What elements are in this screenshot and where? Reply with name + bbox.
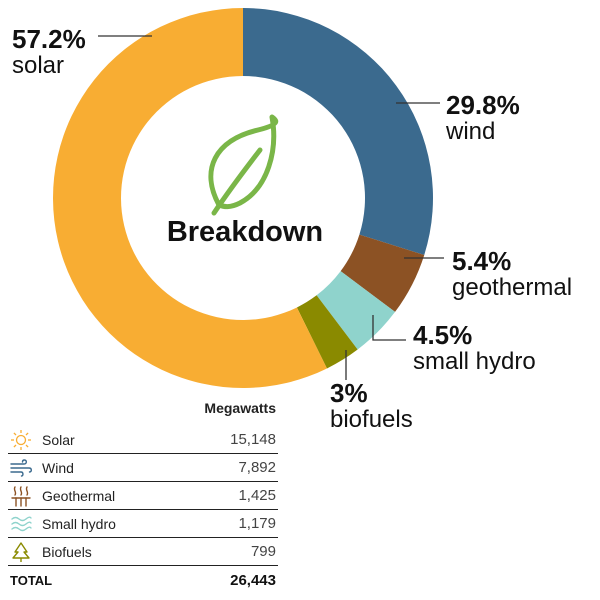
slice-geothermal [340, 234, 425, 312]
row-value: 799 [250, 543, 276, 560]
wind-icon [8, 457, 34, 479]
small-hydro-percent-label: 4.5% [413, 320, 473, 350]
slice-small_hydro [316, 271, 396, 350]
row-value: 1,425 [238, 487, 276, 504]
geothermal-percent-label: 5.4% [452, 246, 512, 276]
row-value: 7,892 [238, 459, 276, 476]
water-icon [8, 513, 34, 535]
row-name: Wind [42, 459, 74, 476]
callout-geothermal: 5.4% geothermal [452, 248, 572, 300]
slice-solar [53, 8, 327, 388]
table-row-wind: Wind 7,892 [8, 454, 278, 482]
callout-wind: 29.8% wind [446, 92, 520, 144]
solar-percent-label: 57.2% [12, 24, 86, 54]
geothermal-icon [8, 485, 34, 507]
callout-solar: 57.2% solar [12, 26, 86, 78]
slice-wind [243, 8, 434, 255]
tree-icon [8, 541, 34, 563]
table-header: Megawatts [8, 400, 278, 426]
table-row-geothermal: Geothermal 1,425 [8, 482, 278, 510]
biofuels-percent-label: 3% [330, 378, 368, 408]
table-total-row: TOTAL 26,443 [8, 566, 278, 594]
row-name: Geothermal [42, 487, 116, 504]
row-name: Small hydro [42, 515, 116, 532]
leader-lines [98, 35, 444, 380]
total-value: 26,443 [230, 571, 276, 589]
table-row-small-hydro: Small hydro 1,179 [8, 510, 278, 538]
row-name: Biofuels [42, 543, 92, 560]
small-hydro-name-label: small hydro [413, 348, 536, 375]
wind-name-label: wind [446, 118, 496, 145]
slice-biofuels [296, 295, 358, 369]
row-value: 15,148 [230, 431, 276, 448]
sun-icon [8, 429, 34, 451]
table-row-solar: Solar 15,148 [8, 426, 278, 454]
leader-line-small_hydro [372, 315, 406, 341]
wind-percent-label: 29.8% [446, 90, 520, 120]
center-label: Breakdown [166, 216, 324, 248]
megawatts-table: Megawatts Solar 15,148 [8, 400, 278, 594]
solar-name-label: solar [12, 52, 65, 79]
row-name: Solar [42, 431, 75, 448]
table-row-biofuels: Biofuels 799 [8, 538, 278, 566]
callout-biofuels: 3% biofuels [330, 380, 413, 432]
row-value: 1,179 [238, 515, 276, 532]
megawatts-column-header: Megawatts [204, 400, 276, 416]
donut-slices [53, 8, 434, 388]
leaf-icon [208, 114, 279, 216]
callout-small-hydro: 4.5% small hydro [413, 322, 536, 374]
geothermal-name-label: geothermal [452, 274, 573, 301]
biofuels-name-label: biofuels [330, 406, 413, 433]
total-label: TOTAL [10, 572, 53, 588]
